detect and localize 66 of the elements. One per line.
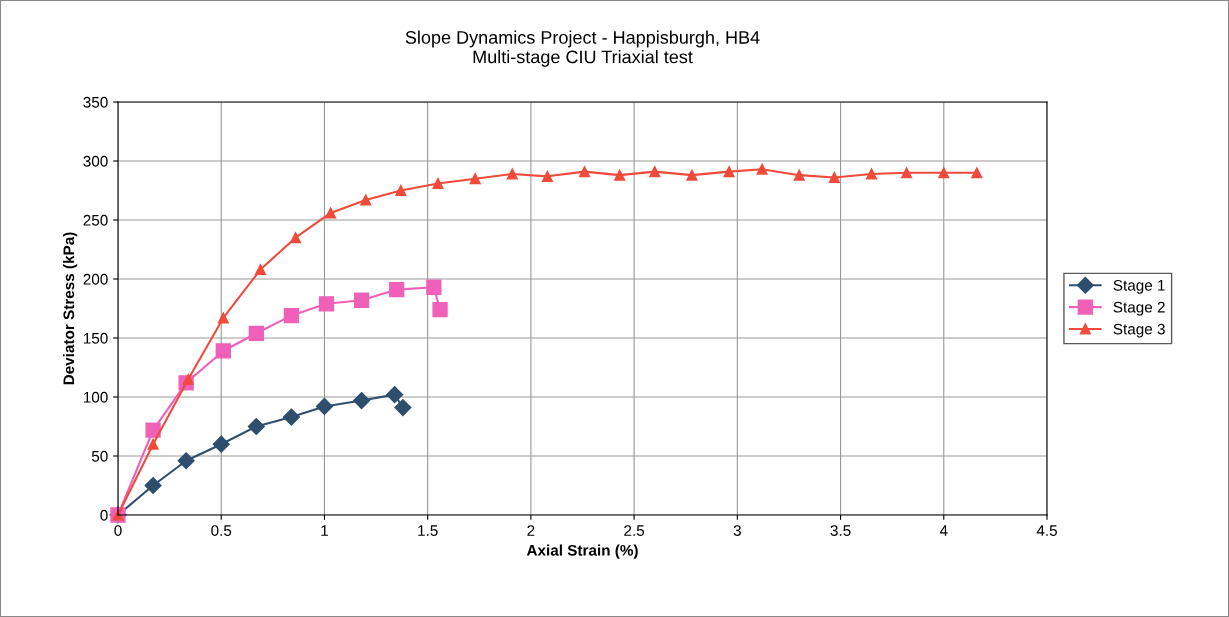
y-tick-label: 150 bbox=[83, 332, 108, 344]
point bbox=[756, 163, 768, 175]
point bbox=[318, 296, 335, 312]
point bbox=[865, 168, 878, 180]
point bbox=[147, 438, 159, 450]
chart-title: Slope Dynamics Project - Happisburgh, HB4 Multi-stage CIU Triaxial test bbox=[405, 30, 760, 67]
x-tick-label: 2 bbox=[527, 525, 535, 536]
x-tick-label: 0.5 bbox=[211, 525, 232, 536]
point bbox=[212, 435, 230, 453]
point bbox=[793, 169, 805, 181]
point bbox=[938, 167, 950, 179]
point bbox=[145, 422, 161, 438]
point bbox=[432, 302, 448, 318]
y-tick-label: 300 bbox=[83, 155, 108, 167]
y-tick-label: 250 bbox=[83, 214, 108, 226]
legend-label: Stage 1 bbox=[1113, 279, 1165, 294]
y-tick-label: 0 bbox=[100, 509, 108, 521]
point bbox=[283, 307, 300, 324]
y-tick-label: 200 bbox=[83, 273, 108, 285]
x-tick-label: 3.5 bbox=[830, 525, 851, 536]
x-tick-label: 1 bbox=[321, 525, 328, 536]
point bbox=[315, 397, 333, 415]
point bbox=[506, 168, 518, 180]
point bbox=[144, 476, 162, 495]
legend-label: Stage 2 bbox=[1113, 301, 1165, 316]
x-tick-label: 0 bbox=[114, 525, 122, 536]
point bbox=[247, 417, 265, 436]
point bbox=[395, 184, 407, 197]
x-tick-label: 2.5 bbox=[624, 525, 645, 536]
point bbox=[394, 399, 412, 417]
point bbox=[432, 177, 444, 189]
point bbox=[901, 167, 913, 179]
point bbox=[254, 264, 267, 276]
y-tick-label: 100 bbox=[83, 391, 108, 403]
point bbox=[389, 281, 405, 298]
point bbox=[325, 207, 337, 219]
x-tick-label: 3 bbox=[733, 525, 741, 536]
y-axis-title: Deviator Stress (kPa) bbox=[62, 232, 78, 385]
x-tick-label: 1.5 bbox=[418, 525, 438, 536]
point bbox=[353, 292, 370, 308]
x-axis-title: Axial Strain (%) bbox=[526, 544, 638, 559]
y-tick-label: 50 bbox=[91, 450, 108, 462]
point bbox=[182, 373, 194, 385]
point bbox=[289, 232, 302, 244]
point bbox=[828, 171, 840, 184]
point bbox=[217, 312, 229, 324]
point bbox=[426, 279, 442, 295]
point bbox=[971, 167, 983, 179]
legend-label: Stage 3 bbox=[1113, 323, 1165, 338]
y-tick-label: 350 bbox=[83, 96, 108, 108]
point bbox=[541, 170, 553, 182]
point bbox=[215, 343, 231, 359]
point bbox=[469, 173, 481, 185]
point bbox=[282, 408, 300, 426]
point bbox=[360, 194, 372, 206]
point bbox=[686, 169, 698, 181]
point bbox=[353, 391, 371, 410]
point bbox=[248, 325, 264, 341]
point bbox=[177, 452, 195, 470]
point bbox=[614, 169, 626, 181]
point bbox=[386, 386, 404, 404]
x-tick-label: 4 bbox=[939, 525, 948, 536]
point bbox=[723, 166, 735, 178]
x-tick-label: 4.5 bbox=[1036, 525, 1057, 536]
point bbox=[649, 166, 661, 178]
point bbox=[579, 166, 591, 178]
